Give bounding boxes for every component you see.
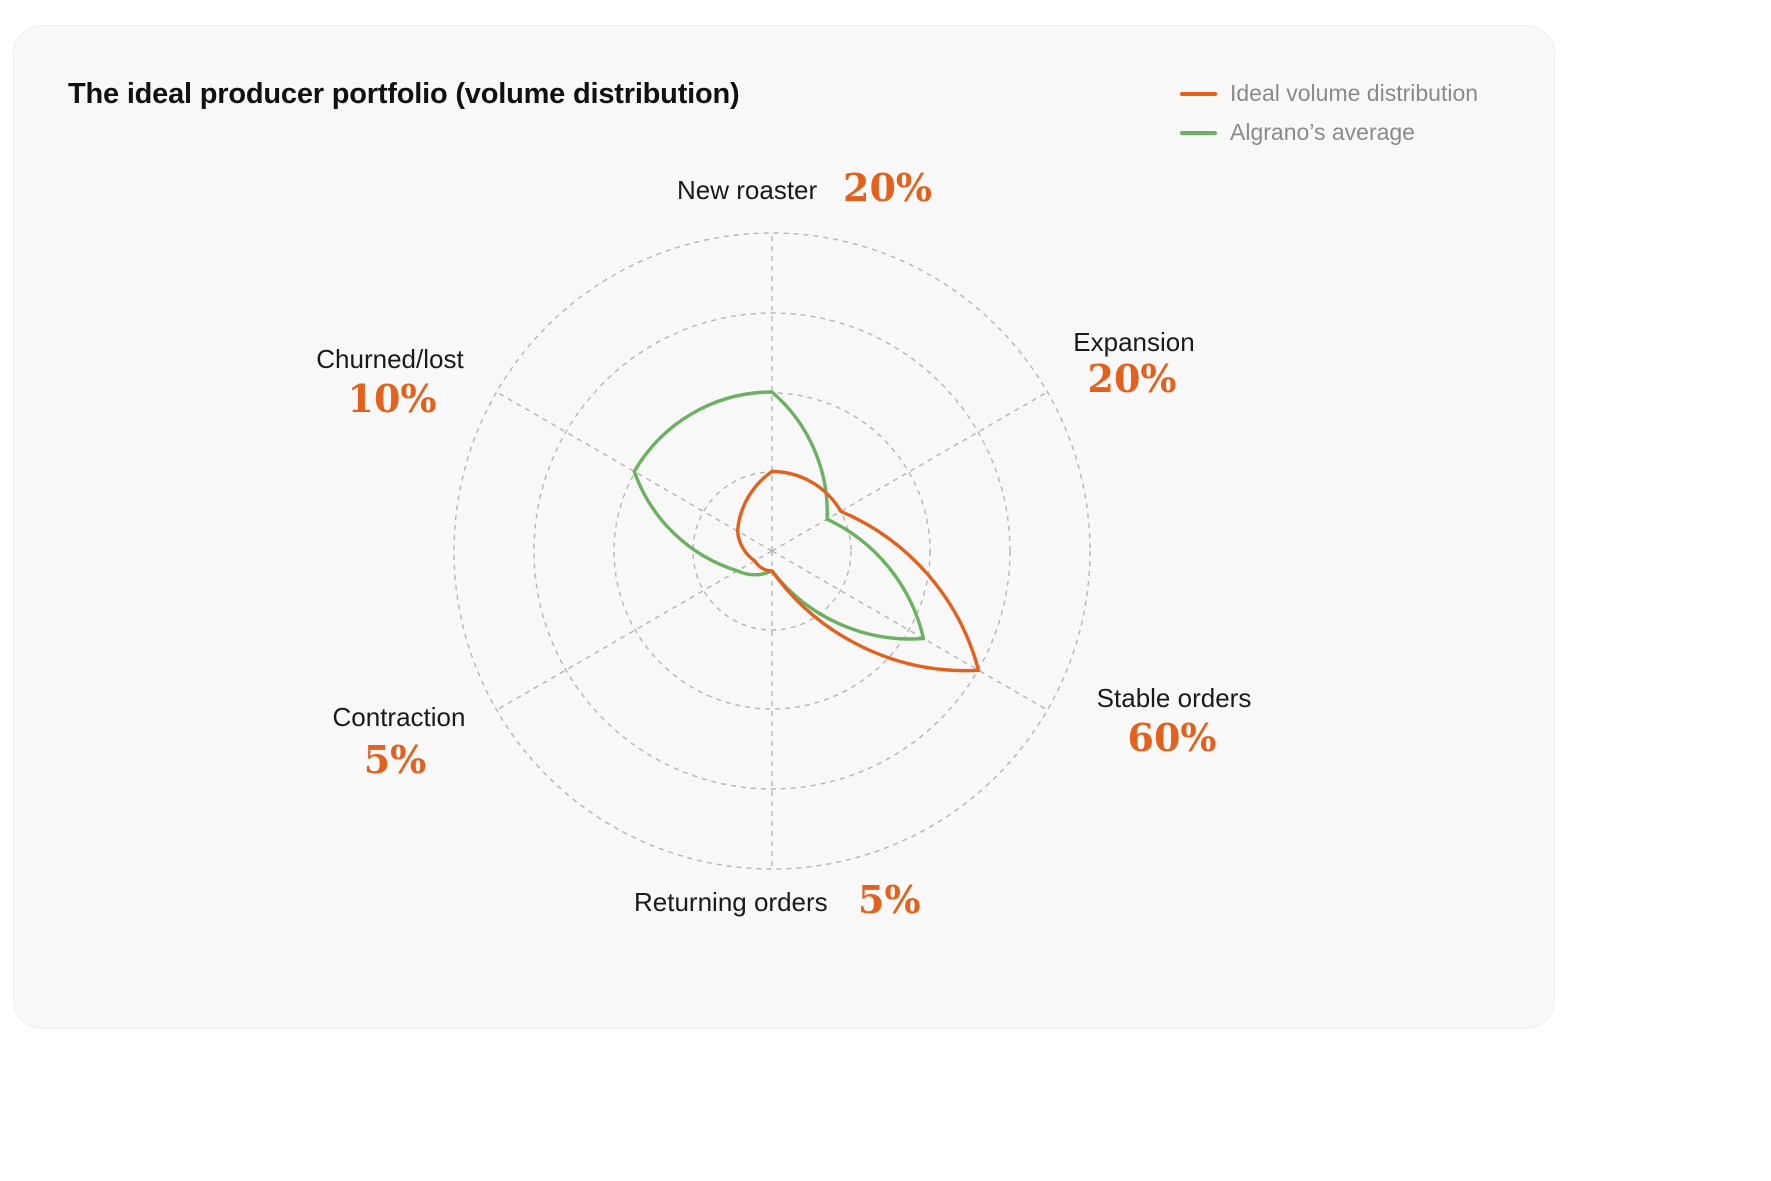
- axis-value-churned-lost: 10%: [348, 376, 437, 421]
- legend: Ideal volume distribution Algrano’s aver…: [1180, 74, 1478, 152]
- axis-label-new-roaster: New roaster: [677, 175, 817, 205]
- chart-title: The ideal producer portfolio (volume dis…: [68, 78, 740, 110]
- axis-label-churned-lost: Churned/lost: [316, 344, 464, 374]
- chart-card: [14, 26, 1554, 1028]
- grid-ring-3: [533, 312, 1011, 790]
- radar-chart: New roaster 20% Expansion 20% Stable ord…: [316, 165, 1251, 922]
- grid-spoke-churned-lost: [496, 391, 773, 552]
- axis-label-contraction: Contraction: [333, 702, 466, 732]
- legend-swatch-ideal: [1180, 91, 1217, 96]
- radar-grid: [453, 232, 1091, 870]
- radar-series: [632, 390, 981, 673]
- grid-spoke-stable-orders: [771, 550, 1048, 711]
- legend-label-average: Algrano’s average: [1230, 119, 1415, 145]
- series-line-ideal-volume-distribution: [735, 469, 981, 673]
- grid-ring-4: [453, 232, 1091, 870]
- axis-value-stable-orders: 60%: [1128, 715, 1217, 760]
- axis-value-expansion: 20%: [1088, 356, 1177, 401]
- grid-spoke-contraction: [496, 550, 773, 711]
- axis-label-expansion: Expansion: [1073, 327, 1194, 357]
- axis-value-new-roaster: 20%: [843, 165, 932, 210]
- legend-label-ideal: Ideal volume distribution: [1230, 80, 1479, 106]
- axis-value-contraction: 5%: [364, 737, 427, 782]
- axis-label-returning-orders: Returning orders: [634, 887, 828, 917]
- axis-label-stable-orders: Stable orders: [1097, 683, 1252, 713]
- axis-value-returning-orders: 5%: [858, 877, 921, 922]
- series-line-algrano-s-average: [632, 390, 926, 641]
- axis-labels: New roaster 20% Expansion 20% Stable ord…: [316, 165, 1251, 922]
- grid-spoke-expansion: [771, 391, 1048, 552]
- legend-swatch-average: [1180, 130, 1217, 135]
- legend-item-average: Algrano’s average: [1180, 113, 1478, 152]
- legend-item-ideal: Ideal volume distribution: [1180, 74, 1478, 113]
